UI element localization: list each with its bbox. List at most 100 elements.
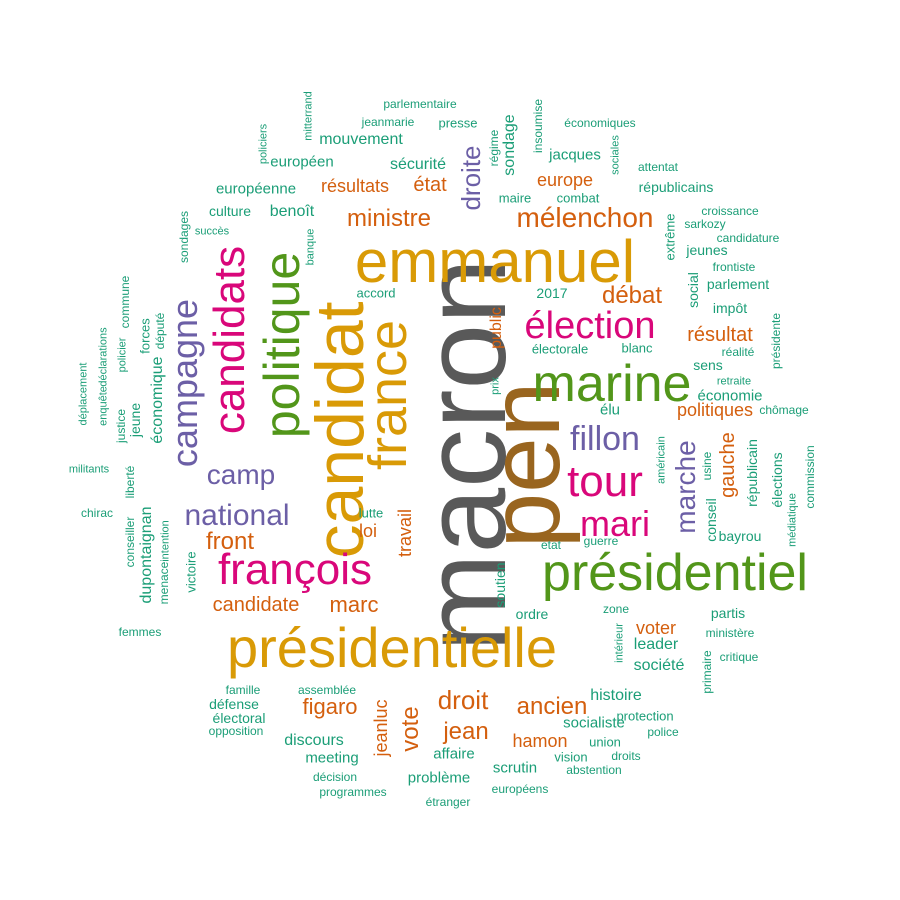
word-soutien: soutien <box>492 562 508 608</box>
word-figaro: figaro <box>302 694 358 719</box>
word-droits: droits <box>611 749 641 763</box>
word-republicain: républicain <box>744 439 760 507</box>
word-economique: économique <box>149 356 166 444</box>
word-depute: député <box>153 312 167 350</box>
word-elu: élu <box>599 401 621 419</box>
word-famille: famille <box>225 683 261 697</box>
word-commission: commission <box>803 445 817 509</box>
word-droit: droit <box>437 685 489 715</box>
word-chomage: chômage <box>759 403 809 417</box>
word-securite: sécurité <box>389 156 447 173</box>
word-europe: europe <box>536 170 594 190</box>
word-voter: voter <box>635 618 677 638</box>
word-mouvement: mouvement <box>319 131 403 148</box>
word-forces: forces <box>137 318 153 354</box>
word-resultats: résultats <box>320 176 390 196</box>
word-realite: réalité <box>721 345 755 359</box>
word-jeunes: jeunes <box>686 242 728 258</box>
word-affaire: affaire <box>433 745 475 763</box>
word-insoumise: insoumise <box>531 98 545 154</box>
word-candidature: candidature <box>716 231 780 245</box>
word-republicains: républicains <box>638 179 714 195</box>
word-mitterrand: mitterrand <box>302 91 315 141</box>
word-police: police <box>647 725 679 739</box>
word-debat: débat <box>601 282 663 309</box>
word-loi: loi <box>358 521 378 541</box>
word-sens: sens <box>693 357 723 373</box>
word-critique: critique <box>719 650 759 664</box>
word-prix: prix <box>489 377 502 395</box>
word-vote: vote <box>397 706 424 752</box>
word-benoit: benoît <box>269 203 315 220</box>
word-etranger: étranger <box>425 795 471 809</box>
word-femmes: femmes <box>118 625 162 639</box>
word-conseiller: conseiller <box>123 516 137 568</box>
word-jeune: jeune <box>127 402 143 438</box>
word-banque: banque <box>304 228 317 266</box>
word-commune: commune <box>118 275 132 329</box>
word-melenchon: mélenchon <box>516 202 654 233</box>
word-succes: succès <box>194 225 230 238</box>
word-frontiste: frontiste <box>712 260 756 274</box>
word-dupontaignan: dupontaignan <box>138 506 155 604</box>
word-presidente: présidente <box>769 312 783 370</box>
word-zone: zone <box>602 602 630 616</box>
word-politiques: politiques <box>676 400 754 420</box>
word-usine: usine <box>700 451 714 481</box>
word-menace: menace <box>157 561 171 605</box>
word-fillon: fillon <box>570 420 640 458</box>
word-etat-lower: etat <box>540 538 562 552</box>
word-conseil: conseil <box>703 498 719 542</box>
word-europeens: européens <box>491 782 549 796</box>
word-presidentielle: présidentielle <box>227 616 557 679</box>
word-scrutin: scrutin <box>492 759 538 777</box>
word-chirac: chirac <box>80 506 114 520</box>
word-opposition: opposition <box>208 724 264 738</box>
word-presse: presse <box>438 115 478 131</box>
word-marc: marc <box>329 592 379 617</box>
word-attentat: attentat <box>637 160 679 174</box>
word-elections: élections <box>769 452 785 508</box>
word-policiers: policiers <box>257 123 270 165</box>
word-americain: américain <box>655 436 668 484</box>
word-presidentiel: présidentiel <box>542 544 808 602</box>
word-marche: marche <box>670 440 701 534</box>
word-electoral: électoral <box>212 710 266 726</box>
word-sondage: sondage <box>501 114 518 176</box>
word-ordre: ordre <box>515 606 549 622</box>
word-meeting: meeting <box>305 749 359 767</box>
word-camp: camp <box>206 459 276 490</box>
word-militants: militants <box>68 463 110 476</box>
word-2017: 2017 <box>536 285 568 301</box>
word-guerre: guerre <box>583 534 619 548</box>
word-parlementaire: parlementaire <box>383 97 457 111</box>
word-retraite: retraite <box>716 375 752 388</box>
word-policier: policier <box>116 337 129 373</box>
word-decision: décision <box>312 770 358 784</box>
word-sociales: sociales <box>609 135 622 175</box>
word-extreme: extrême <box>662 213 678 261</box>
word-europeen: européen <box>270 153 334 171</box>
word-histoire: histoire <box>590 687 642 704</box>
word-social: social <box>685 272 701 308</box>
word-gauche: gauche <box>717 432 739 498</box>
word-assemblee: assemblée <box>297 683 357 697</box>
word-national: national <box>184 499 290 532</box>
word-candidats: candidats <box>205 245 254 435</box>
word-sarkozy: sarkozy <box>684 217 726 231</box>
word-mari: mari <box>580 503 650 544</box>
word-economie: économie <box>697 387 763 405</box>
word-francois: françois <box>217 545 373 594</box>
word-union: union <box>589 734 621 750</box>
word-leader: leader <box>633 636 679 653</box>
word-interieur: intérieur <box>613 623 626 663</box>
word-partis: partis <box>710 605 746 621</box>
word-deplacement: déplacement <box>77 362 90 426</box>
word-droite: droite <box>456 145 486 211</box>
word-jacques: jacques <box>549 146 601 164</box>
word-blanc: blanc <box>621 340 653 356</box>
word-justice: justice <box>114 408 128 444</box>
word-intention: intention <box>159 520 172 562</box>
word-programmes: programmes <box>319 785 387 799</box>
word-ancien: ancien <box>516 693 588 720</box>
